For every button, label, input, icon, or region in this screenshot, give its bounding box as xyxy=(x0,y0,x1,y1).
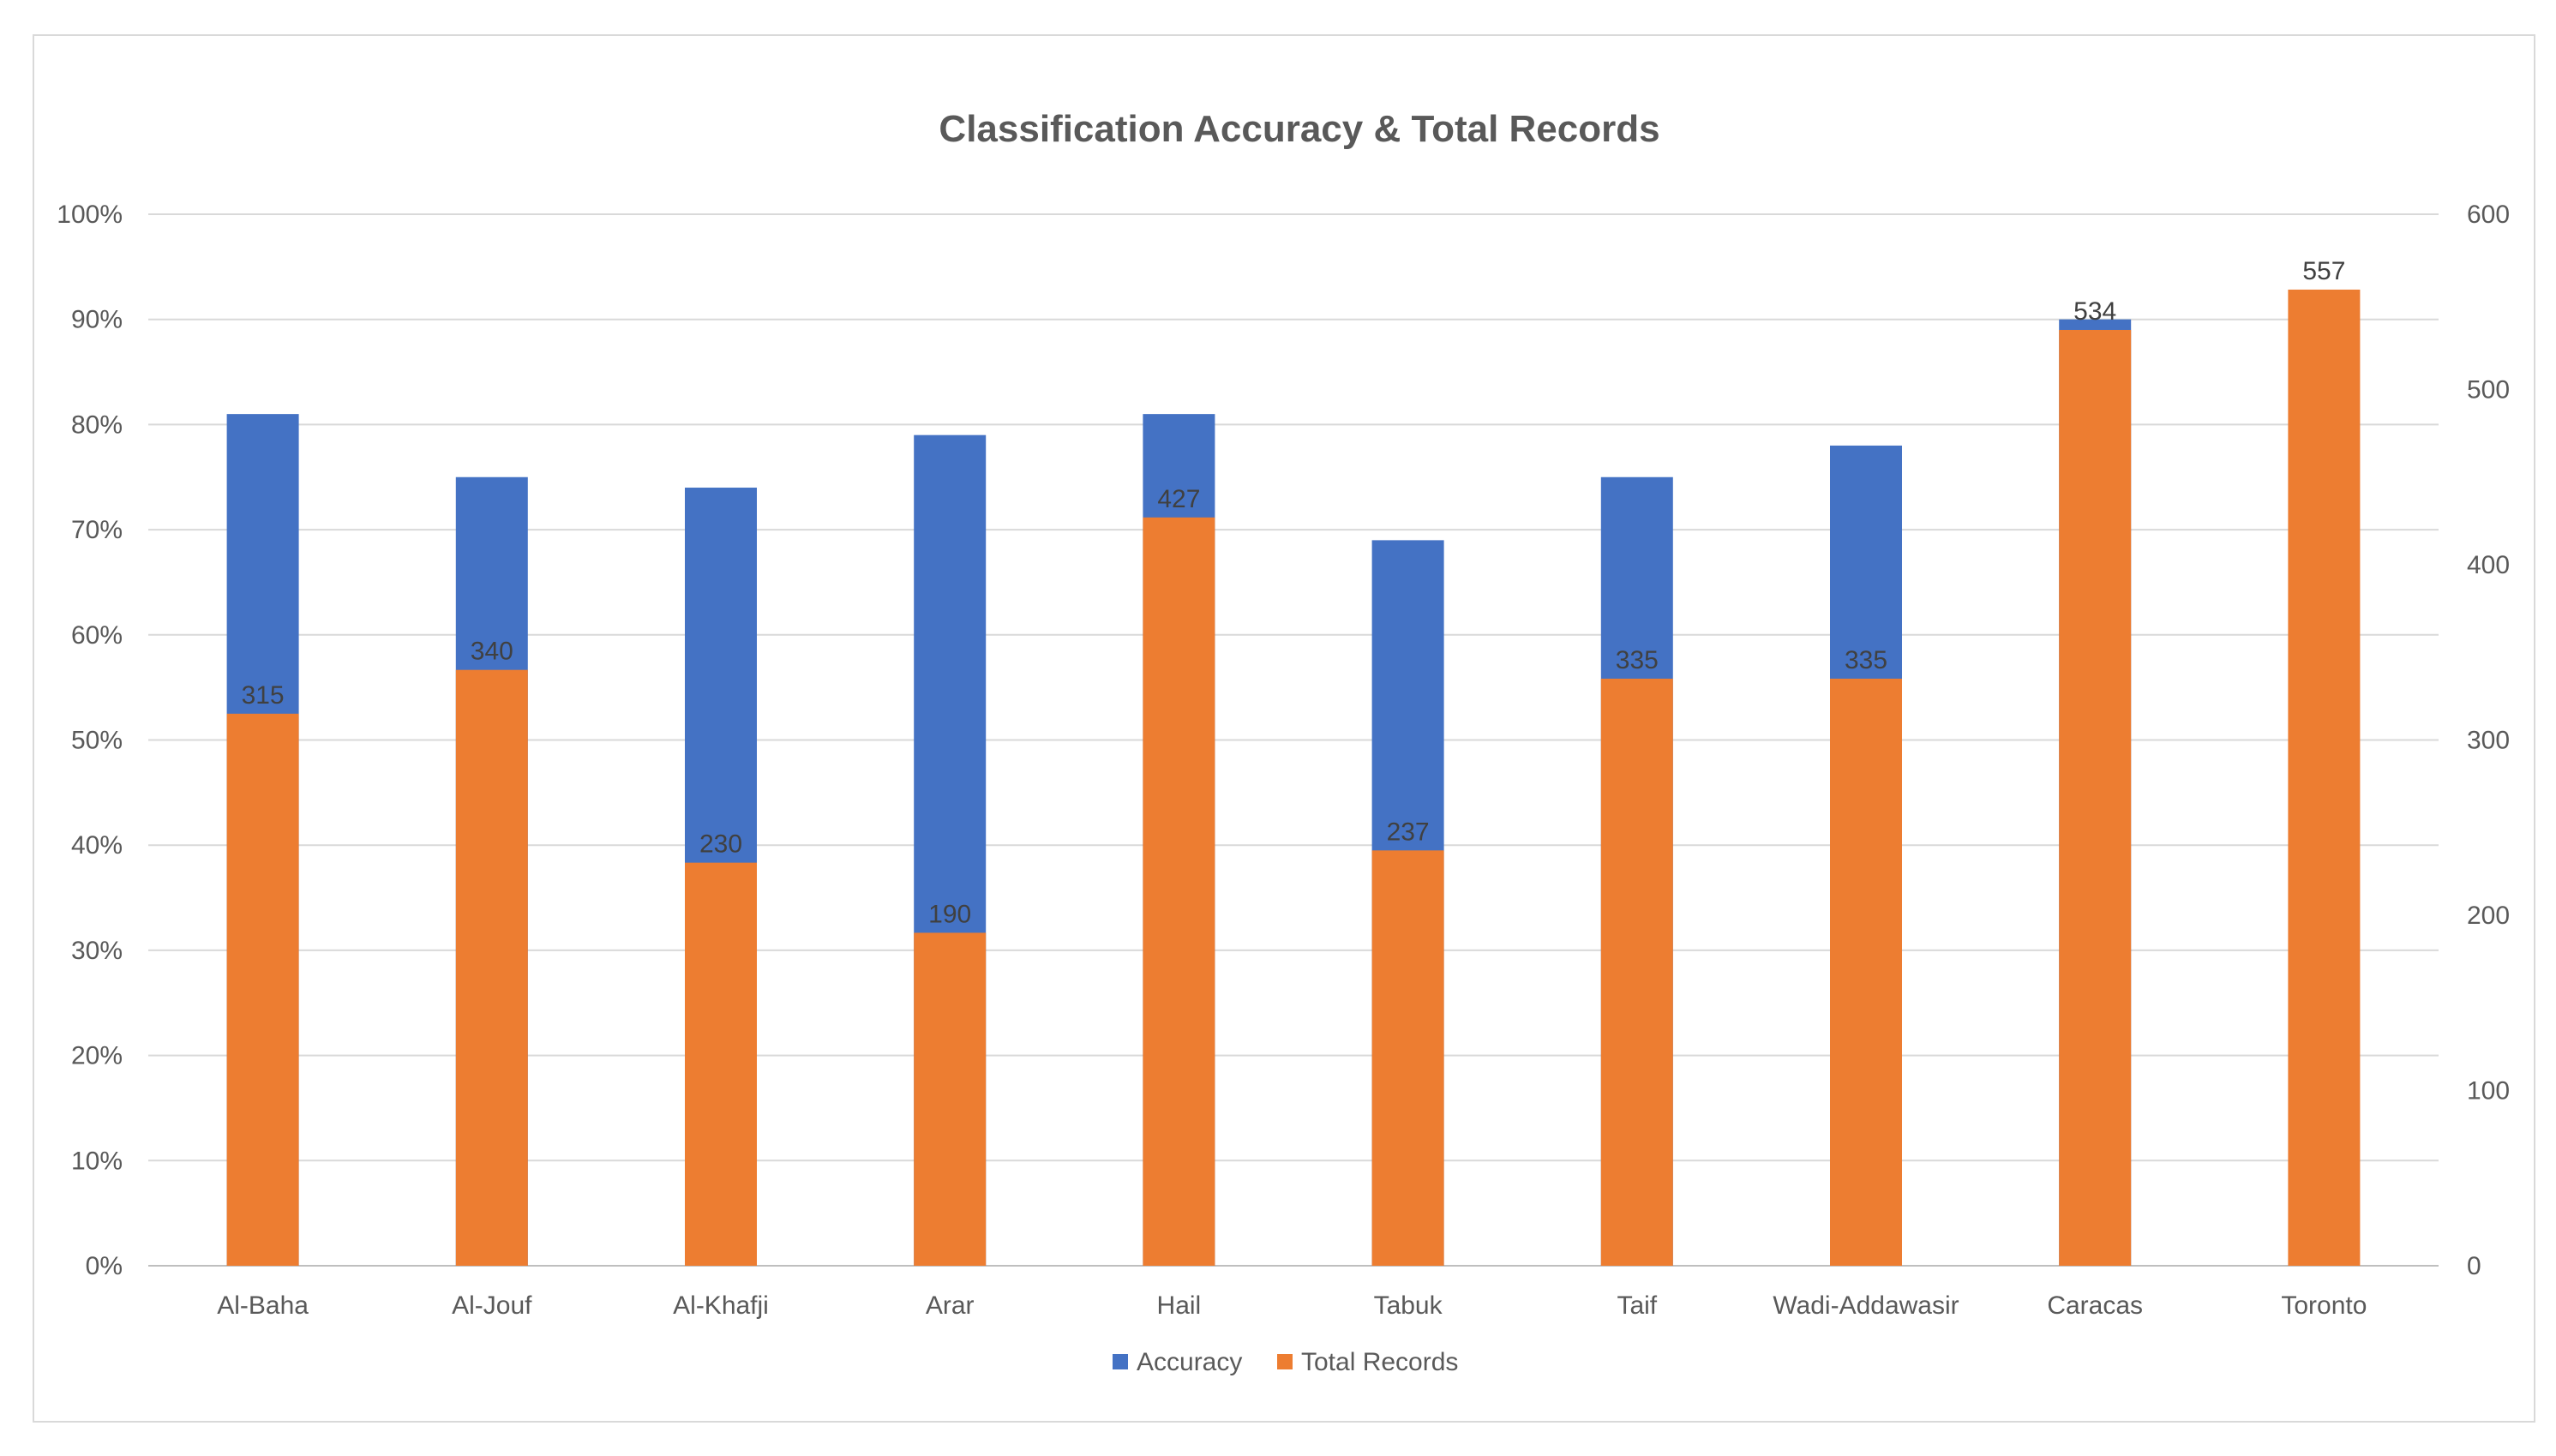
bars xyxy=(226,289,2361,1267)
total-records-data-label: 190 xyxy=(928,900,971,928)
right-tick-label: 300 xyxy=(2467,727,2510,755)
left-tick-label: 100% xyxy=(57,201,123,229)
total-records-data-label: 335 xyxy=(1845,646,1887,674)
category-label: Toronto xyxy=(2281,1291,2367,1320)
total-records-bar xyxy=(1143,517,1215,1266)
total-records-data-label: 340 xyxy=(471,638,513,666)
right-tick-label: 600 xyxy=(2467,201,2510,229)
total-records-bar xyxy=(1600,678,1673,1266)
left-tick-label: 50% xyxy=(71,727,123,755)
left-tick-label: 70% xyxy=(71,516,123,544)
right-axis-ticks: 0 100 200 300 400 500 600 xyxy=(2467,201,2510,1280)
left-tick-label: 10% xyxy=(71,1147,123,1175)
category-label: Wadi-Addawasir xyxy=(1773,1291,1959,1320)
data-labels: 315 340 230 190 427 237 335 335 534 557 xyxy=(242,257,2346,929)
total-records-bar xyxy=(1830,678,1902,1266)
total-records-data-label: 230 xyxy=(699,830,742,859)
right-tick-label: 100 xyxy=(2467,1077,2510,1105)
category-label: Tabuk xyxy=(1374,1291,1443,1320)
left-axis-ticks: 0% 10% 20% 30% 40% 50% 60% 70% 80% 90% 100% xyxy=(57,201,123,1280)
left-tick-label: 0% xyxy=(86,1252,123,1280)
right-tick-label: 0 xyxy=(2467,1252,2481,1280)
total-records-bar xyxy=(455,669,528,1266)
total-records-bar xyxy=(1371,850,1444,1266)
right-tick-label: 200 xyxy=(2467,902,2510,930)
category-label: Al-Khafji xyxy=(673,1291,769,1320)
left-tick-label: 20% xyxy=(71,1042,123,1070)
legend-label: Total Records xyxy=(1301,1348,1458,1376)
total-records-data-label: 335 xyxy=(1616,646,1659,674)
left-tick-label: 40% xyxy=(71,831,123,860)
total-records-data-label: 237 xyxy=(1387,818,1430,846)
total-records-bar xyxy=(2288,289,2361,1266)
left-tick-label: 30% xyxy=(71,937,123,965)
legend-swatch xyxy=(1277,1354,1293,1369)
left-tick-label: 60% xyxy=(71,621,123,650)
right-tick-label: 500 xyxy=(2467,376,2510,404)
category-label: Hail xyxy=(1157,1291,1202,1320)
right-tick-label: 400 xyxy=(2467,551,2510,579)
left-tick-label: 80% xyxy=(71,410,123,439)
total-records-data-label: 557 xyxy=(2302,257,2345,285)
chart-title: Classification Accuracy & Total Records xyxy=(939,108,1659,150)
gridlines xyxy=(148,213,2439,1267)
category-label: Al-Baha xyxy=(217,1291,309,1320)
total-records-bar xyxy=(2059,329,2132,1267)
total-records-data-label: 427 xyxy=(1157,485,1200,513)
category-labels: Al-Baha Al-Jouf Al-Khafji Arar Hail Tabuk Taif… xyxy=(217,1291,2367,1320)
category-label: Caracas xyxy=(2047,1291,2143,1320)
total-records-bar xyxy=(685,862,757,1266)
left-tick-label: 90% xyxy=(71,306,123,334)
total-records-bar xyxy=(226,713,299,1266)
category-label: Al-Jouf xyxy=(452,1291,532,1320)
total-records-bar xyxy=(914,932,987,1266)
legend: Accuracy Total Records xyxy=(1113,1348,1458,1376)
category-label: Arar xyxy=(926,1291,975,1320)
category-label: Taif xyxy=(1617,1291,1657,1320)
legend-label: Accuracy xyxy=(1137,1348,1242,1376)
total-records-data-label: 534 xyxy=(2073,297,2116,326)
total-records-data-label: 315 xyxy=(242,681,285,710)
legend-swatch xyxy=(1113,1354,1128,1369)
